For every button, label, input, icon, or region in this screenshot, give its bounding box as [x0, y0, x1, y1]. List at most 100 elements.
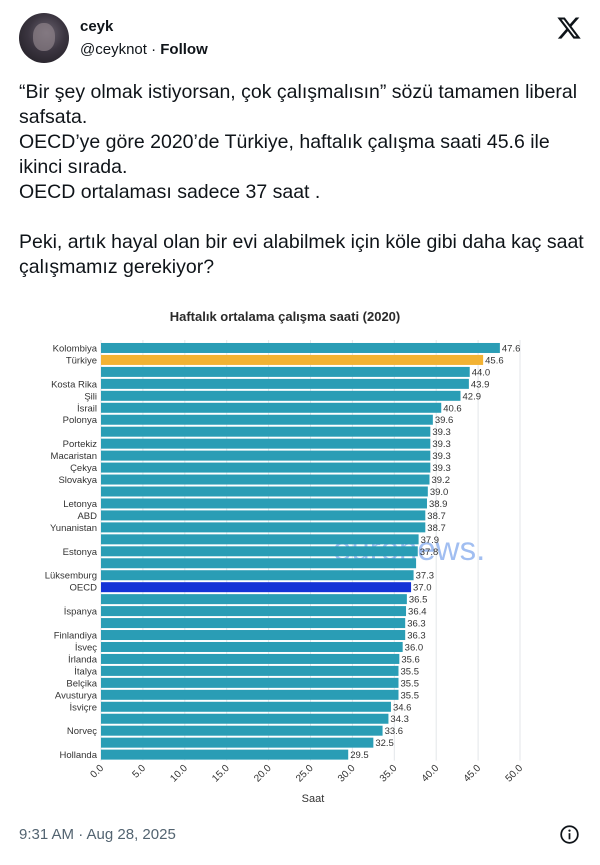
data-label: 33.6	[385, 726, 404, 737]
bar	[101, 606, 407, 617]
data-label: 45.6	[485, 355, 504, 366]
category-label: ABD	[77, 511, 97, 522]
category-label: Çekya	[70, 463, 98, 474]
data-label: 39.3	[432, 451, 451, 462]
bar	[101, 498, 427, 509]
data-label: 39.0	[430, 487, 449, 498]
category-label: İsrail	[77, 403, 97, 414]
data-label: 39.3	[432, 463, 451, 474]
x-tick-label: 0.0	[89, 763, 107, 781]
bar	[101, 342, 500, 353]
x-tick-label: 45.0	[462, 763, 484, 785]
data-label: 32.5	[375, 738, 394, 749]
data-label: 39.6	[435, 415, 454, 426]
x-tick-label: 40.0	[420, 763, 442, 785]
category-label: Belçika	[66, 678, 97, 689]
bar	[101, 630, 406, 641]
tweet-line-2: OECD’ye göre 2020’de Türkiye, haftalık ç…	[19, 131, 550, 178]
tweet-question: Peki, artık hayal olan bir evi alabilmek…	[19, 231, 584, 278]
data-label: 34.3	[390, 714, 409, 725]
bar	[101, 594, 407, 605]
tweet-line-1: “Bir şey olmak istiyorsan, çok çalışmalı…	[19, 81, 578, 128]
x-logo-icon[interactable]	[556, 15, 582, 41]
category-label: Portekiz	[63, 439, 98, 450]
bar	[101, 725, 383, 736]
bar-chart[interactable]: Haftalık ortalama çalışma saati (2020) 0.…	[15, 300, 585, 810]
bar	[101, 474, 430, 485]
bar	[101, 438, 431, 449]
handle[interactable]: @ceyknot	[80, 41, 147, 58]
category-label: Kolombiya	[53, 343, 98, 354]
bar	[101, 402, 442, 413]
bar	[101, 378, 469, 389]
avatar-face	[33, 23, 55, 51]
bar	[101, 390, 461, 401]
bar	[101, 689, 399, 700]
separator: ·	[151, 41, 157, 58]
avatar[interactable]	[19, 13, 69, 63]
category-label: İsviçre	[70, 702, 97, 713]
category-label: Finlandiya	[54, 631, 98, 642]
bar	[101, 522, 426, 533]
x-tick-label: 50.0	[504, 763, 526, 785]
category-label: İtalya	[74, 666, 97, 677]
bar	[101, 582, 412, 593]
data-label: 29.5	[350, 750, 369, 761]
category-label: Hollanda	[60, 750, 98, 761]
data-label: 42.9	[463, 391, 482, 402]
category-label: OECD	[70, 583, 98, 594]
bar	[101, 749, 349, 760]
data-label: 39.3	[432, 427, 451, 438]
data-label: 39.2	[431, 475, 450, 486]
data-label: 36.3	[407, 631, 426, 642]
bar	[101, 618, 406, 629]
category-label: Türkiye	[66, 355, 97, 366]
bar	[101, 677, 399, 688]
data-label: 36.0	[405, 642, 424, 653]
x-tick-label: 35.0	[378, 763, 400, 785]
category-label: Polonya	[63, 415, 98, 426]
bar	[101, 450, 431, 461]
follow-button[interactable]: Follow	[160, 41, 208, 58]
chart-title: Haftalık ortalama çalışma saati (2020)	[170, 309, 401, 324]
data-label: 34.6	[393, 702, 412, 713]
x-tick-label: 30.0	[336, 763, 358, 785]
data-label: 36.5	[409, 595, 428, 606]
x-tick-label: 5.0	[130, 763, 148, 781]
data-label: 38.7	[427, 511, 446, 522]
data-label: 37.8	[420, 547, 439, 558]
category-label: Norveç	[67, 726, 97, 737]
bar	[101, 366, 470, 377]
category-label: Estonya	[63, 547, 98, 558]
bar	[101, 354, 484, 365]
data-label: 38.9	[429, 499, 448, 510]
bar	[101, 570, 414, 581]
category-label: Şili	[84, 391, 97, 402]
handle-row: @ceyknot · Follow	[80, 41, 208, 58]
display-name[interactable]: ceyk	[80, 18, 114, 35]
bar	[101, 665, 399, 676]
bar	[101, 558, 417, 569]
info-icon[interactable]	[559, 824, 580, 845]
data-label: 35.6	[401, 654, 420, 665]
x-tick-label: 20.0	[252, 763, 274, 785]
category-label: İrlanda	[68, 654, 98, 665]
bar	[101, 737, 374, 748]
x-axis-label: Saat	[302, 793, 325, 805]
bar	[101, 641, 403, 652]
bar	[101, 462, 431, 473]
x-tick-label: 25.0	[294, 763, 316, 785]
timestamp[interactable]: 9:31 AM · Aug 28, 2025	[19, 826, 176, 843]
category-label: Macaristan	[51, 451, 97, 462]
x-tick-label: 15.0	[210, 763, 232, 785]
category-label: Kosta Rika	[51, 379, 98, 390]
category-label: İsveç	[75, 642, 97, 653]
bar	[101, 414, 433, 425]
data-label: 36.4	[408, 607, 427, 618]
bar	[101, 701, 391, 712]
bar	[101, 653, 400, 664]
data-label: 36.3	[407, 619, 426, 630]
category-label: Slovakya	[58, 475, 97, 486]
data-label: 39.3	[432, 439, 451, 450]
category-label: Yunanistan	[50, 523, 97, 534]
